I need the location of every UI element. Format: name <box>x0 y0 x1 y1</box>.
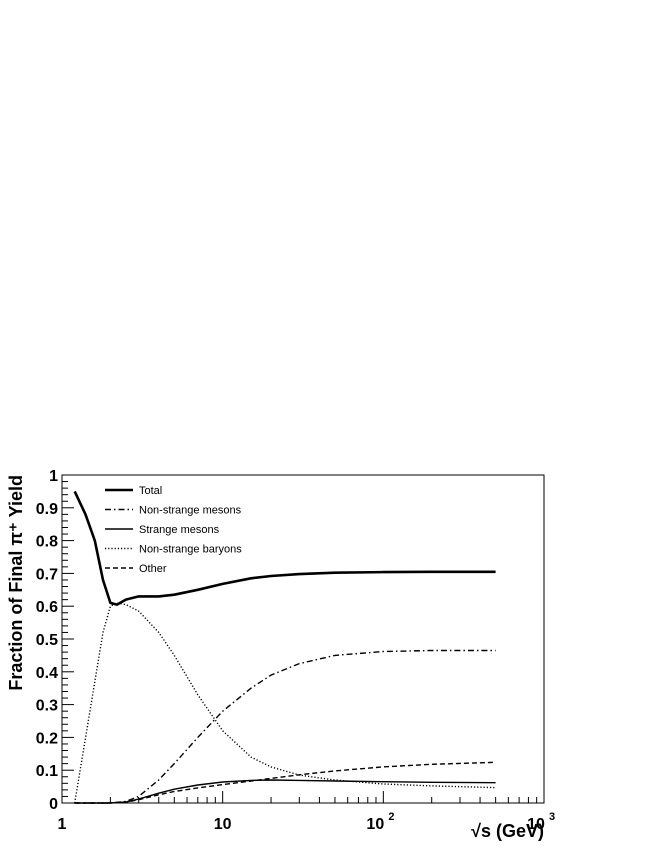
legend-label: Total <box>139 485 162 497</box>
legend-label: Strange mesons <box>139 524 220 536</box>
x-tick-labels: 1 10 10 2 10 3 <box>58 811 556 833</box>
series-line-2 <box>74 779 496 804</box>
x-tick-exponent: 3 <box>549 811 555 823</box>
y-tick-label: 0.6 <box>36 599 58 616</box>
legend: Total Non-strange mesons Strange mesons Non… <box>105 485 242 575</box>
y-tick-label: 0.9 <box>36 501 58 518</box>
y-tick-label: 1 <box>49 468 58 485</box>
x-tick-label: 1 <box>58 816 67 833</box>
legend-label: Other <box>139 563 167 575</box>
series-line-1 <box>74 649 496 804</box>
y-tick-label: 0.1 <box>36 763 58 780</box>
y-axis-title: Fraction of Final π⁺ Yield <box>6 475 26 691</box>
y-tick-label: 0.7 <box>36 566 58 583</box>
x-tick-exponent: 2 <box>388 811 394 823</box>
legend-label: Non-strange baryons <box>139 544 242 556</box>
x-axis-title: √s (GeV) <box>471 821 544 841</box>
series-curves <box>73 490 496 804</box>
y-tick-label: 0 <box>49 796 58 813</box>
x-tick-label: 10 <box>366 816 384 833</box>
y-tick-label: 0.3 <box>36 698 58 715</box>
x-tick-label: 10 <box>527 816 545 833</box>
legend-label: Non-strange mesons <box>139 505 242 517</box>
y-tick-label: 0.2 <box>36 730 58 747</box>
x-ticks <box>61 791 545 803</box>
series-line-3 <box>74 602 496 804</box>
x-tick-label: 10 <box>214 816 232 833</box>
y-tick-label: 0.8 <box>36 534 58 551</box>
y-tick-labels: 0 0.1 0.2 0.3 0.4 0.5 0.6 0.7 0.8 0.9 1 <box>36 468 58 813</box>
y-tick-label: 0.4 <box>36 665 58 682</box>
y-ticks <box>62 474 74 804</box>
y-tick-label: 0.5 <box>36 632 58 649</box>
plot-frame <box>61 474 545 804</box>
series-line-0 <box>73 490 496 606</box>
